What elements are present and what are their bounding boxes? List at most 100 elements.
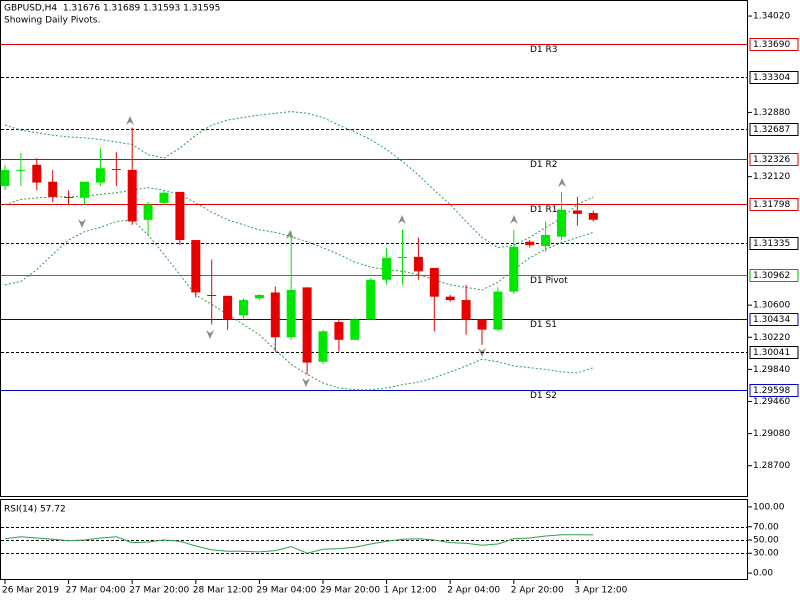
y-tick-label: 1.28700 xyxy=(753,461,790,471)
level-label-box xyxy=(749,123,799,136)
level-label-box xyxy=(749,198,799,211)
candle-body xyxy=(239,300,248,316)
fractal-down xyxy=(206,330,214,339)
candle-body xyxy=(334,322,344,340)
candle-body xyxy=(509,246,519,292)
candle-body xyxy=(302,287,312,363)
rsi-title: RSI(14) 57.72 xyxy=(4,505,66,515)
fractal-up xyxy=(510,215,518,224)
level-label: 1.30041 xyxy=(753,348,790,358)
candle-body xyxy=(350,319,360,340)
candle-body xyxy=(159,192,169,203)
level-name: D1 S1 xyxy=(530,320,557,330)
candle-body xyxy=(111,169,121,171)
x-tick-label: 2 Apr 20:00 xyxy=(511,586,564,596)
y-tick-label: 1.32120 xyxy=(753,172,790,182)
level-label: 1.32687 xyxy=(753,125,790,135)
level-label: 1.29598 xyxy=(753,386,790,396)
level-label-box xyxy=(749,313,799,326)
y-tick-label: 1.32880 xyxy=(753,108,790,118)
candle-body xyxy=(572,210,582,214)
candle-body xyxy=(270,292,280,338)
candle-body xyxy=(0,169,10,186)
level-name: D1 R3 xyxy=(530,45,558,55)
candle-body xyxy=(445,296,455,301)
level-label-box xyxy=(749,38,799,51)
candle-body xyxy=(175,191,185,241)
candle-body xyxy=(557,209,566,237)
level-name: D1 Pivot xyxy=(530,276,568,286)
y-tick-label: 1.30220 xyxy=(753,333,790,343)
level-label: 1.31798 xyxy=(753,200,790,210)
x-tick-label: 29 Mar 04:00 xyxy=(256,586,316,596)
rsi-y-tick-label: 50.00 xyxy=(753,536,779,546)
candle-body xyxy=(32,164,42,183)
level-label-box xyxy=(749,153,799,166)
level-label: 1.30962 xyxy=(753,271,790,281)
level-name: D1 R2 xyxy=(530,160,558,170)
candle-body xyxy=(64,196,74,198)
x-tick-label: 29 Mar 20:00 xyxy=(320,586,380,596)
candle-body xyxy=(191,240,201,293)
x-tick-label: 27 Mar 04:00 xyxy=(66,586,126,596)
candle-body xyxy=(95,168,105,183)
rsi-y-tick-label: 0.00 xyxy=(753,569,773,579)
x-tick-label: 28 Mar 12:00 xyxy=(193,586,253,596)
candle-body xyxy=(318,331,328,362)
x-tick-label: 27 Mar 20:00 xyxy=(129,586,189,596)
band-line xyxy=(4,187,594,291)
x-tick-label: 1 Apr 12:00 xyxy=(384,586,437,596)
band-line xyxy=(4,111,594,249)
level-name: D1 S2 xyxy=(530,391,557,401)
level-label-box xyxy=(749,269,799,282)
level-label-box xyxy=(749,384,799,397)
level-label-box xyxy=(749,71,799,84)
level-label: 1.33690 xyxy=(753,40,790,50)
candle-body xyxy=(429,267,439,297)
rsi-y-tick-label: 30.00 xyxy=(753,549,779,559)
level-name: D1 R1 xyxy=(530,205,558,215)
candle-body xyxy=(461,300,471,320)
candle-body xyxy=(525,241,535,246)
level-label: 1.30434 xyxy=(753,315,790,325)
y-tick-label: 1.34020 xyxy=(753,12,790,22)
level-label-box xyxy=(749,237,799,250)
rsi-frame xyxy=(0,499,748,580)
candle-body xyxy=(223,295,233,320)
fractal-up xyxy=(398,215,406,224)
main-frame xyxy=(0,0,748,497)
candle-body xyxy=(254,294,264,299)
y-tick-label: 1.29840 xyxy=(753,365,790,375)
fractal-down xyxy=(302,378,310,387)
x-tick-label: 3 Apr 12:00 xyxy=(574,586,627,596)
candle-body xyxy=(16,169,26,171)
candle-body xyxy=(48,181,58,197)
candle-body xyxy=(413,256,423,272)
rsi-y-tick-label: 100.00 xyxy=(753,502,785,512)
candle-body xyxy=(493,291,503,330)
y-tick-label: 1.30600 xyxy=(753,301,790,311)
level-label: 1.31335 xyxy=(753,239,790,249)
y-tick-label: 1.29080 xyxy=(753,429,790,439)
x-tick-label: 2 Apr 04:00 xyxy=(447,586,500,596)
level-label: 1.32326 xyxy=(753,155,790,165)
fractal-up xyxy=(126,116,134,125)
candle-body xyxy=(143,204,153,220)
candle-body xyxy=(127,169,137,222)
x-tick-label: 26 Mar 2019 xyxy=(2,586,59,596)
candle-body xyxy=(398,256,407,258)
rsi-line xyxy=(4,534,594,554)
candle-body xyxy=(207,294,217,296)
candle-body xyxy=(477,319,487,330)
level-label: 1.33304 xyxy=(753,73,790,83)
chart-title: GBPUSD,H4 1.31676 1.31689 1.31593 1.3159… xyxy=(4,4,220,14)
rsi-y-tick-label: 70.00 xyxy=(753,522,779,532)
candle-body xyxy=(286,289,296,338)
band-line xyxy=(4,219,594,391)
chart-subtitle: Showing Daily Pivots. xyxy=(4,16,100,26)
y-tick-label: 1.29460 xyxy=(753,397,790,407)
level-label-box xyxy=(749,346,799,359)
